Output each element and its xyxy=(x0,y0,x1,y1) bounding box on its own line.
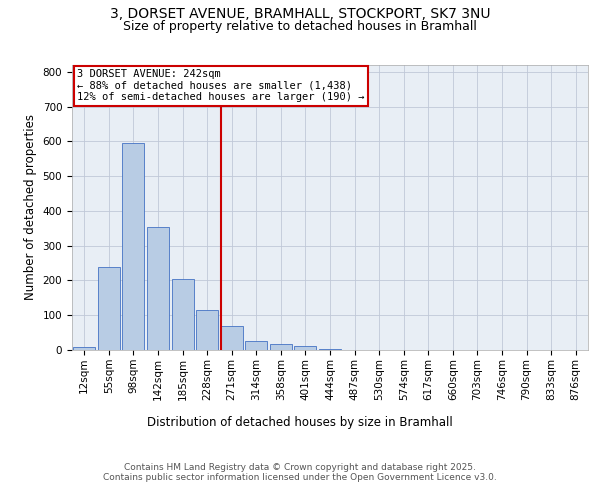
Y-axis label: Number of detached properties: Number of detached properties xyxy=(24,114,37,300)
Bar xyxy=(147,226,169,350)
Text: Size of property relative to detached houses in Bramhall: Size of property relative to detached ho… xyxy=(123,20,477,33)
Bar xyxy=(319,349,341,350)
Bar xyxy=(172,279,194,350)
Text: 3 DORSET AVENUE: 242sqm
← 88% of detached houses are smaller (1,438)
12% of semi: 3 DORSET AVENUE: 242sqm ← 88% of detache… xyxy=(77,70,365,102)
Text: Distribution of detached houses by size in Bramhall: Distribution of detached houses by size … xyxy=(147,416,453,429)
Bar xyxy=(73,347,95,350)
Bar xyxy=(122,143,145,350)
Bar xyxy=(221,326,243,350)
Bar xyxy=(98,268,120,350)
Bar xyxy=(295,346,316,350)
Text: Contains HM Land Registry data © Crown copyright and database right 2025.
Contai: Contains HM Land Registry data © Crown c… xyxy=(103,463,497,482)
Text: 3, DORSET AVENUE, BRAMHALL, STOCKPORT, SK7 3NU: 3, DORSET AVENUE, BRAMHALL, STOCKPORT, S… xyxy=(110,8,490,22)
Bar xyxy=(270,344,292,350)
Bar xyxy=(245,340,268,350)
Bar xyxy=(196,310,218,350)
